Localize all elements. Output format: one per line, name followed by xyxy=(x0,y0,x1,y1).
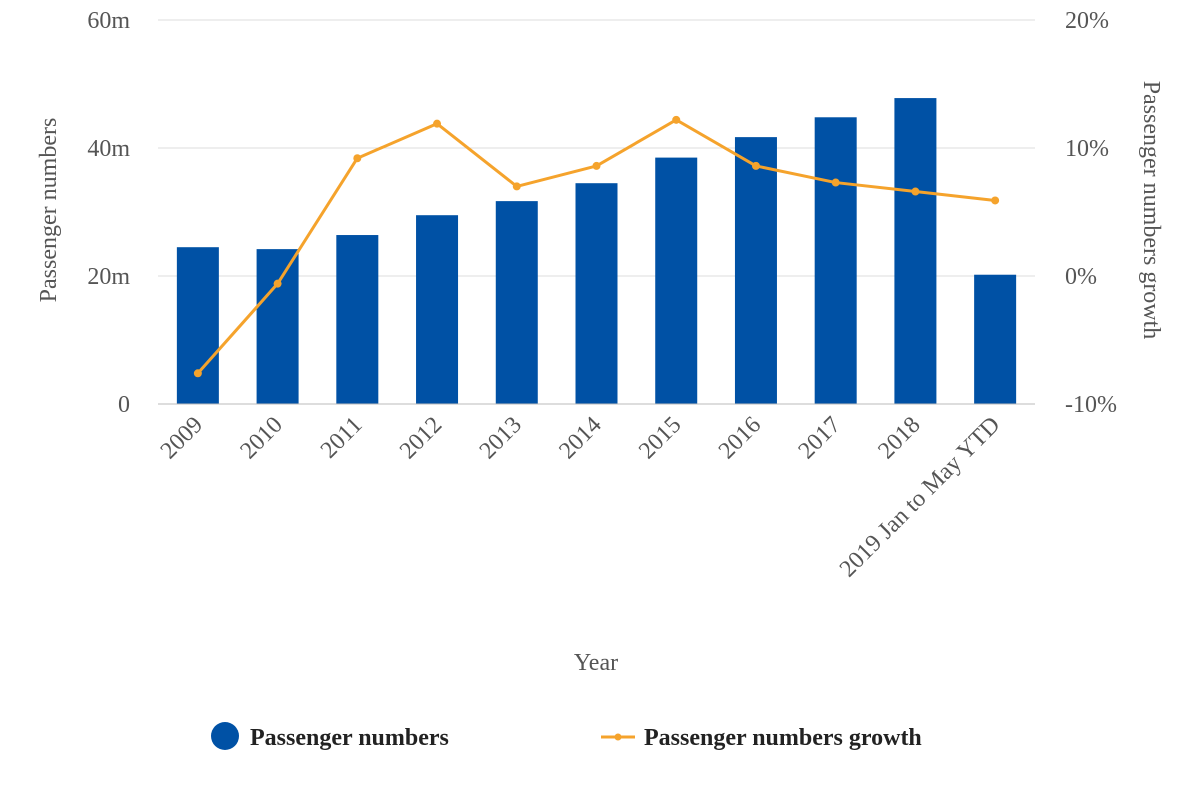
bar xyxy=(894,98,937,404)
growth-point xyxy=(512,182,521,191)
right-axis-ticks: -10% 0% 10% 20% xyxy=(1065,8,1117,418)
legend-line-marker xyxy=(614,733,622,741)
y-tick-label: 20m xyxy=(87,264,130,290)
growth-point xyxy=(991,196,1000,205)
growth-point xyxy=(831,178,840,187)
x-tick-label: 2014 xyxy=(554,412,606,464)
growth-point xyxy=(672,115,681,124)
x-axis-title: Year xyxy=(574,650,618,676)
x-tick-label: 2011 xyxy=(316,412,368,464)
y2-axis-title: Passenger numbers growth xyxy=(1138,81,1164,340)
y2-tick-label: 10% xyxy=(1065,136,1109,162)
y2-tick-label: 0% xyxy=(1065,264,1097,290)
bar xyxy=(495,201,538,404)
line-series xyxy=(193,115,1000,378)
growth-point xyxy=(751,161,760,170)
bar xyxy=(974,274,1017,404)
bar xyxy=(336,235,379,404)
legend-bar-swatch xyxy=(211,722,239,750)
growth-point xyxy=(353,154,362,163)
bar xyxy=(416,215,459,404)
bar xyxy=(655,157,698,404)
growth-point xyxy=(273,279,282,288)
x-tick-label: 2016 xyxy=(714,412,766,464)
bar xyxy=(256,249,299,404)
x-axis-ticks: 2009 2010 2011 2012 2013 2014 2015 2016 2017 2018… xyxy=(156,412,1006,582)
legend: Passenger numbers Passenger numbers grow… xyxy=(211,722,922,751)
y-axis-title: Passenger numbers xyxy=(36,118,62,303)
bar-series xyxy=(176,98,1017,404)
bar xyxy=(575,183,618,404)
bar xyxy=(176,247,219,404)
x-tick-label: 2015 xyxy=(634,412,686,464)
legend-line-label: Passenger numbers growth xyxy=(644,725,922,751)
growth-point xyxy=(193,369,202,378)
x-tick-label: 2012 xyxy=(395,412,447,464)
x-tick-label: 2013 xyxy=(475,412,527,464)
x-tick-label: 2009 xyxy=(156,412,208,464)
y-tick-label: 0 xyxy=(118,392,130,418)
y-tick-label: 40m xyxy=(87,136,130,162)
x-tick-label: 2017 xyxy=(794,412,846,464)
growth-point xyxy=(592,161,601,170)
y2-tick-label: 20% xyxy=(1065,8,1109,34)
bar xyxy=(814,117,857,404)
y2-tick-label: -10% xyxy=(1065,392,1117,418)
x-tick-label: 2010 xyxy=(236,412,288,464)
x-tick-label: 2019 Jan to May YTD xyxy=(835,412,1005,582)
growth-point xyxy=(911,187,920,196)
growth-point xyxy=(433,119,442,128)
x-tick-label: 2018 xyxy=(873,412,925,464)
left-axis-ticks: 0 20m 40m 60m xyxy=(87,8,130,418)
legend-bar-label: Passenger numbers xyxy=(250,725,449,751)
y-tick-label: 60m xyxy=(87,8,130,34)
bar xyxy=(734,137,777,404)
